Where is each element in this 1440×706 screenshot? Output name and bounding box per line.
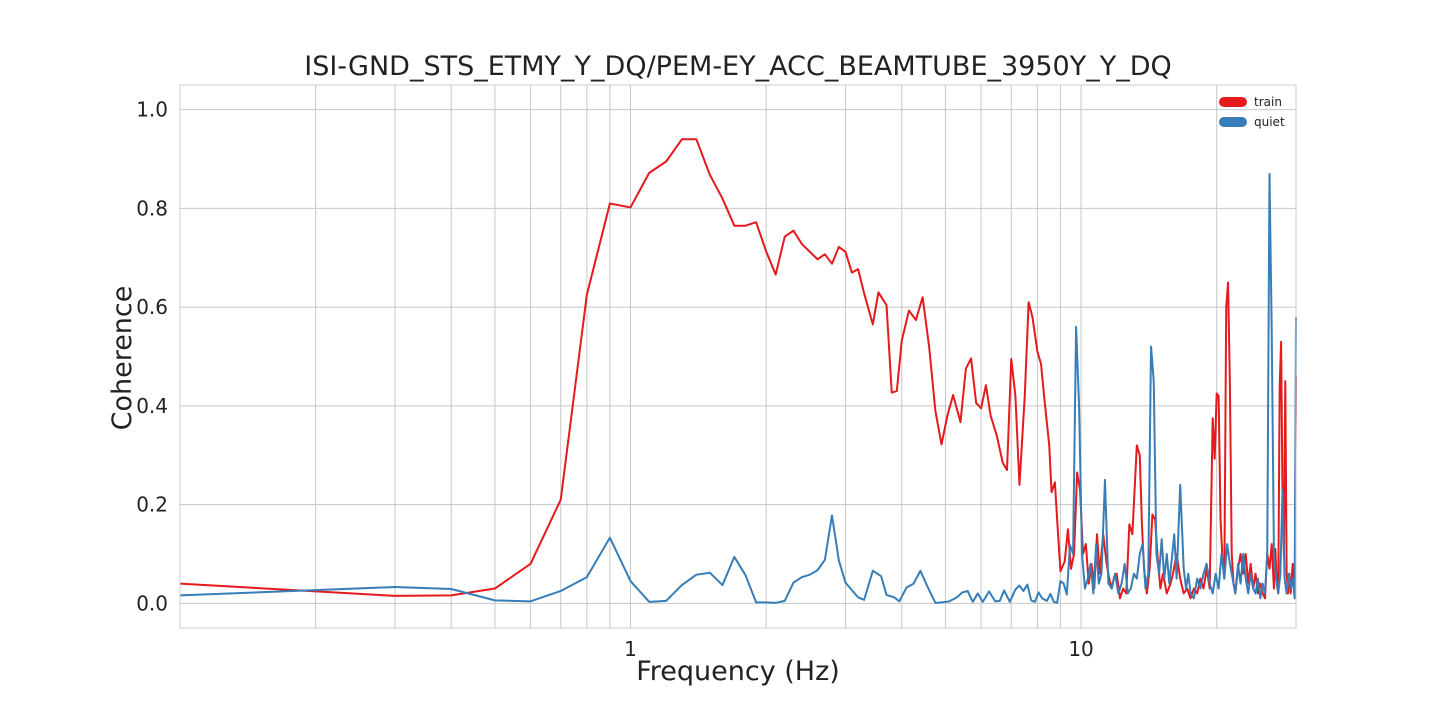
series-layer xyxy=(179,138,1297,604)
chart-title: ISI-GND_STS_ETMY_Y_DQ/PEM-EY_ACC_BEAMTUB… xyxy=(304,51,1172,82)
series-line-quiet xyxy=(179,172,1297,604)
y-tick-label: 0.2 xyxy=(136,493,168,517)
y-tick-label: 0.8 xyxy=(136,196,168,220)
y-tick-label: 0.4 xyxy=(136,394,168,418)
x-axis-label: Frequency (Hz) xyxy=(636,656,840,687)
y-tick-label: 1.0 xyxy=(136,98,168,122)
plot-frame xyxy=(179,84,1297,629)
x-tick-label: 1 xyxy=(624,637,637,661)
x-tick-label: 10 xyxy=(1068,637,1093,661)
y-tick-label: 0.6 xyxy=(136,295,168,319)
plot-area xyxy=(180,85,1296,628)
legend-label-train: train xyxy=(1254,95,1282,109)
y-tick-label: 0.0 xyxy=(136,591,168,615)
y-axis-label: Coherence xyxy=(107,286,138,431)
legend-label-quiet: quiet xyxy=(1254,115,1285,129)
tick-labels: 0.0 0.2 0.4 0.6 0.8 1.0 1 10 xyxy=(136,98,1094,661)
series-line-train xyxy=(179,138,1297,600)
legend: train quiet xyxy=(1219,95,1285,129)
